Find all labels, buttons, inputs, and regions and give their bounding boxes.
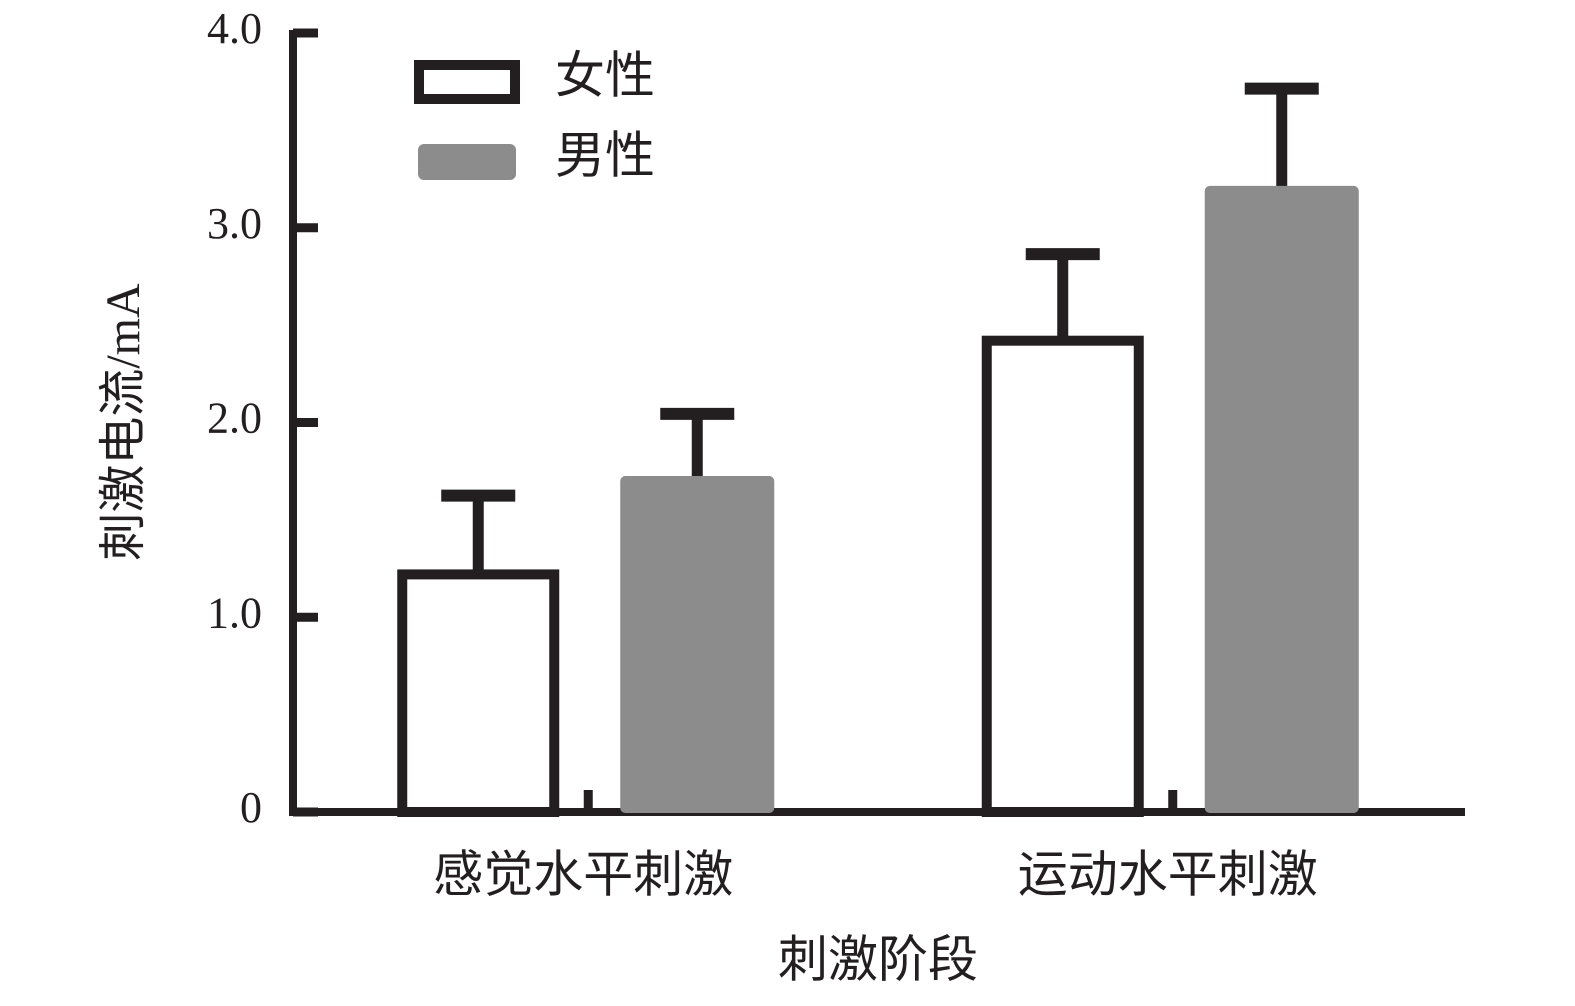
y-tick-label: 4.0 bbox=[207, 4, 262, 53]
legend-swatch bbox=[418, 144, 516, 180]
bar bbox=[397, 569, 560, 818]
legend-label: 男性 bbox=[555, 127, 655, 183]
x-tick-label: 感觉水平刺激 bbox=[433, 846, 733, 902]
bar bbox=[981, 335, 1144, 817]
x-tick-label: 运动水平刺激 bbox=[1018, 846, 1318, 902]
bar bbox=[1204, 185, 1359, 814]
y-tick-label: 2.0 bbox=[207, 394, 262, 443]
y-tick-label: 3.0 bbox=[207, 199, 262, 248]
y-axis-label: 刺激电流/mA bbox=[97, 283, 150, 561]
legend-label: 女性 bbox=[555, 47, 655, 103]
x-axis-label: 刺激阶段 bbox=[778, 931, 978, 987]
y-tick-label: 1.0 bbox=[207, 588, 262, 637]
bar bbox=[620, 476, 775, 813]
legend-swatch bbox=[414, 60, 520, 104]
y-tick-label: 0 bbox=[240, 783, 262, 832]
